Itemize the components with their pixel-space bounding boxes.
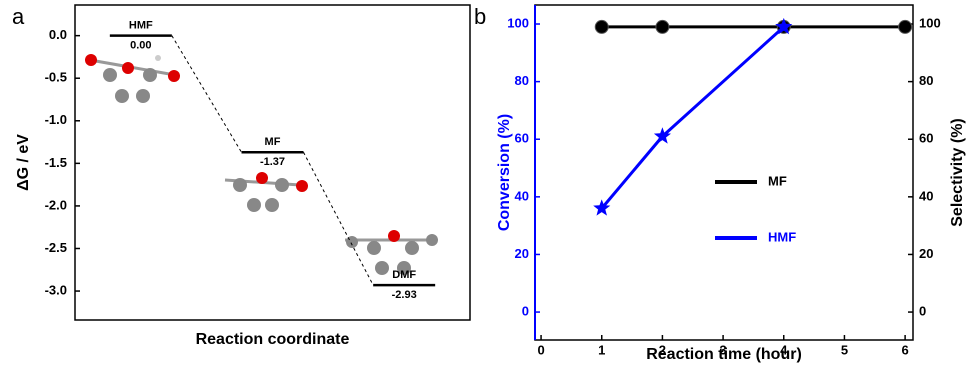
- x-tick-label: 1: [598, 342, 605, 357]
- level-name: HMF: [129, 20, 153, 32]
- level-value: 0.00: [130, 40, 151, 52]
- y2-tick-label: 40: [919, 188, 933, 203]
- y2-tick-label: 0: [919, 303, 926, 318]
- molecule-hmf: [85, 54, 180, 103]
- marker: [595, 20, 608, 33]
- x-tick-label: 6: [901, 342, 908, 357]
- figure: a 0.0 -0.5 -1.0 -1.5 -2.0 -2.5 -3.0 ΔG / eV React…: [0, 0, 971, 365]
- y-tick-label: -2.5: [45, 240, 67, 255]
- y-axis-label: ΔG / eV: [15, 134, 32, 191]
- connector: [172, 36, 242, 153]
- molecule-mf: [225, 172, 308, 212]
- y2-axis-label: Selectivity (%): [949, 118, 966, 226]
- panel-label: b: [474, 4, 486, 29]
- level-value: -2.93: [392, 289, 417, 301]
- y2-tick-label: 100: [919, 15, 941, 30]
- y-tick-label: -1.5: [45, 155, 67, 170]
- y2-tick-label: 60: [919, 131, 933, 146]
- legend-label: MF: [768, 173, 787, 188]
- y-tick-label: 100: [507, 15, 529, 30]
- marker: [656, 20, 669, 33]
- y-axis-label: Conversion (%): [496, 114, 513, 231]
- y-tick-label: -3.0: [45, 282, 67, 297]
- x-axis-label: Reaction coordinate: [196, 331, 350, 348]
- connector: [304, 152, 374, 285]
- y-tick-label: 80: [515, 73, 529, 88]
- y2-tick-label: 80: [919, 73, 933, 88]
- y-tick-label: 60: [515, 131, 529, 146]
- y-tick-label: -0.5: [45, 70, 67, 85]
- x-tick-label: 5: [841, 342, 848, 357]
- y2-tick-label: 20: [919, 246, 933, 261]
- y-tick-label: 40: [515, 188, 529, 203]
- panel-label: a: [12, 4, 25, 29]
- level-value: -1.37: [260, 156, 285, 168]
- y-tick-label: -2.0: [45, 197, 67, 212]
- y-tick-label: 0: [522, 303, 529, 318]
- level-name: MF: [265, 136, 281, 148]
- legend-label: HMF: [768, 229, 796, 244]
- y-tick-label: -1.0: [45, 112, 67, 127]
- y-tick-label: 20: [515, 246, 529, 261]
- marker: [899, 20, 912, 33]
- x-axis-label: Reaction time (hour): [646, 346, 802, 363]
- y-tick-label: 0.0: [49, 27, 67, 42]
- x-tick-label: 0: [537, 342, 544, 357]
- frame-b: [535, 5, 913, 340]
- level-name: DMF: [392, 269, 416, 281]
